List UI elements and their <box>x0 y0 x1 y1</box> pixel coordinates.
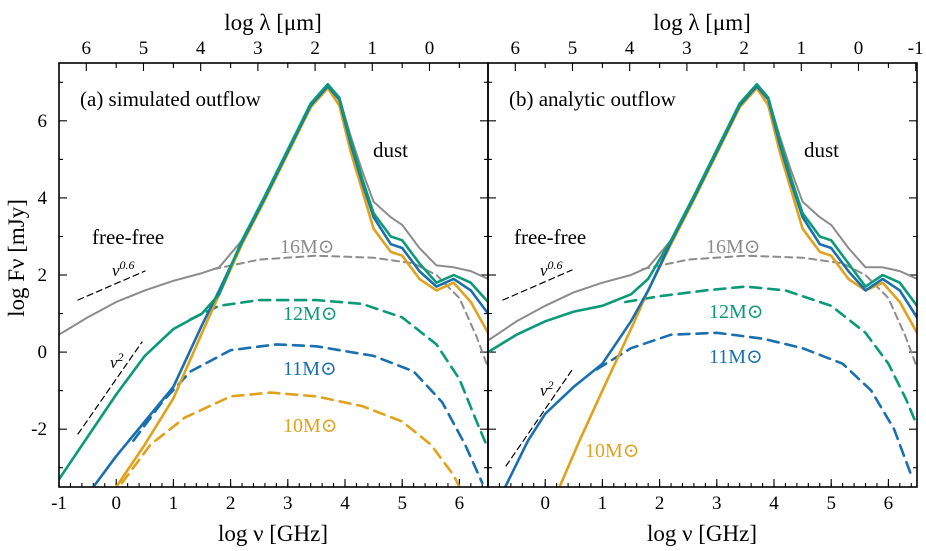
top-tick-label-b-3: 3 <box>682 38 692 59</box>
top-tick-label-b-2: 4 <box>625 38 635 59</box>
top-tick-label-a-1: 5 <box>139 38 149 59</box>
x-tick-label-a-3: 2 <box>226 493 236 514</box>
y-axis-title: log Fν [mJy] <box>4 199 29 317</box>
total-sed-line-b-2 <box>503 84 917 487</box>
total-sed-line-a-3 <box>114 86 488 487</box>
top-tick-label-a-2: 4 <box>196 38 206 59</box>
slope-marker-2-a: ν2 <box>77 341 143 435</box>
plot-frame-b <box>487 62 918 488</box>
panel-simulated-outflow: -1 0 1 2 3 4 5 6 6 5 4 3 2 1 0 -2 0 2 4 6 (a) simulated out… <box>31 38 489 514</box>
top-tick-label-b-7: -1 <box>908 38 924 59</box>
x-tick-label-a-2: 1 <box>169 493 179 514</box>
dust-label-b: dust <box>804 138 839 162</box>
series-label-16msun-a: 16M⊙ <box>280 236 335 258</box>
y-tick-label-4: 6 <box>38 111 48 132</box>
top-tick-label-a-3: 3 <box>253 38 263 59</box>
top-tick-label-b-1: 5 <box>568 38 578 59</box>
top-axis-title-a: log λ [μm] <box>224 10 322 35</box>
freefree-line-a-3 <box>120 391 461 487</box>
total-sed-line-b-0 <box>488 85 917 342</box>
svg-text:ν0.6: ν0.6 <box>112 258 135 280</box>
series-label-10msun-a: 10M⊙ <box>283 415 338 437</box>
x-tick-label-b-4: 4 <box>769 493 779 514</box>
series-label-12msun-b: 12M⊙ <box>709 301 764 323</box>
top-tick-label-b-0: 6 <box>511 38 521 59</box>
x-tick-label-b-0: 0 <box>540 493 550 514</box>
svg-text:ν0.6: ν0.6 <box>540 258 563 280</box>
freefree-line-b-1 <box>624 285 917 427</box>
total-sed-line-b-1 <box>488 82 917 354</box>
series-label-11msun-b: 11M⊙ <box>709 346 763 368</box>
x-tick-label-b-5: 5 <box>826 493 836 514</box>
series-label-11msun-a: 11M⊙ <box>283 358 337 380</box>
top-axis-title-b: log λ [μm] <box>653 10 751 35</box>
x-tick-label-a-1: 0 <box>111 493 121 514</box>
top-tick-label-b-5: 1 <box>797 38 807 59</box>
slope-marker-0.6-b: ν0.6 <box>502 258 573 301</box>
total-sed-line-a-1 <box>59 82 488 481</box>
series-label-12msun-a: 12M⊙ <box>283 303 338 325</box>
x-tick-label-b-3: 3 <box>712 493 722 514</box>
freefree-line-a-0 <box>212 254 488 369</box>
y-tick-label-2: 2 <box>38 265 48 286</box>
x-tick-label-a-4: 3 <box>283 493 293 514</box>
series-label-10msun-b: 10M⊙ <box>585 440 640 462</box>
slope-marker-2-b: ν2 <box>505 369 573 467</box>
top-tick-label-a-4: 2 <box>310 38 320 59</box>
panel-title-b: (b) analytic outflow <box>509 87 677 111</box>
freefree-line-b-2 <box>595 331 913 477</box>
panel-title-a: (a) simulated outflow <box>80 87 262 111</box>
x-tick-label-b-6: 6 <box>884 493 894 514</box>
freefree-line-a-1 <box>189 298 488 450</box>
top-tick-label-b-6: 0 <box>854 38 864 59</box>
svg-text:ν2: ν2 <box>540 378 554 400</box>
top-tick-label-a-6: 0 <box>425 38 435 59</box>
y-tick-label-1: 0 <box>38 342 48 363</box>
x-tick-label-b-1: 1 <box>598 493 608 514</box>
x-tick-label-a-0: -1 <box>51 493 67 514</box>
y-tick-label-0: -2 <box>31 419 47 440</box>
freefree-label-b: free-free <box>514 225 586 249</box>
panel-analytic-outflow: 0 1 2 3 4 5 6 6 5 4 3 2 1 0 -1 (b) analytic outflow du… <box>487 38 924 514</box>
top-tick-label-a-5: 1 <box>368 38 378 59</box>
series-label-16msun-b: 16M⊙ <box>706 236 761 258</box>
x-axis-title-a: log ν [GHz] <box>218 521 328 546</box>
x-tick-label-b-2: 2 <box>655 493 665 514</box>
top-tick-label-a-0: 6 <box>82 38 92 59</box>
x-axis-title-b: log ν [GHz] <box>647 521 757 546</box>
top-tick-label-b-4: 2 <box>739 38 749 59</box>
x-tick-label-a-7: 6 <box>455 493 465 514</box>
svg-text:ν2: ν2 <box>110 350 124 372</box>
x-tick-label-a-6: 5 <box>397 493 407 514</box>
x-tick-label-a-5: 4 <box>340 493 350 514</box>
total-sed-line-b-3 <box>558 86 917 487</box>
freefree-label-a: free-free <box>92 225 164 249</box>
freefree-line-b-0 <box>641 254 917 369</box>
y-tick-label-3: 4 <box>38 188 48 209</box>
total-sed-line-a-0 <box>59 85 488 336</box>
dust-label-a: dust <box>373 138 408 162</box>
